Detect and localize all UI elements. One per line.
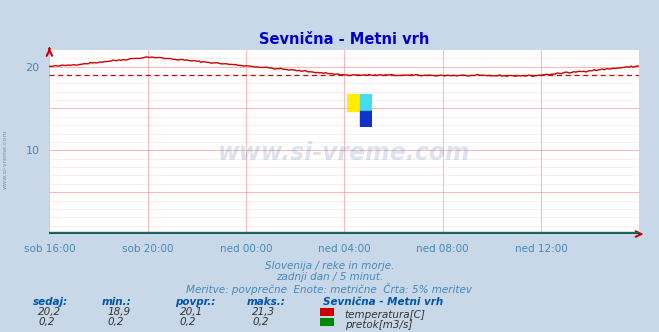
Text: Sevnična - Metni vrh: Sevnična - Metni vrh (323, 297, 443, 307)
Text: 20,2: 20,2 (38, 307, 61, 317)
Text: min.:: min.: (102, 297, 132, 307)
Text: maks.:: maks.: (247, 297, 286, 307)
Text: 18,9: 18,9 (107, 307, 130, 317)
Text: sedaj:: sedaj: (33, 297, 68, 307)
Text: zadnji dan / 5 minut.: zadnji dan / 5 minut. (276, 272, 383, 282)
Text: 20,1: 20,1 (180, 307, 203, 317)
Text: www.si-vreme.com: www.si-vreme.com (218, 141, 471, 165)
Text: pretok[m3/s]: pretok[m3/s] (345, 320, 412, 330)
Text: www.si-vreme.com: www.si-vreme.com (3, 129, 8, 189)
Text: 21,3: 21,3 (252, 307, 275, 317)
Text: povpr.:: povpr.: (175, 297, 215, 307)
Text: 0,2: 0,2 (252, 317, 269, 327)
Bar (347, 94, 360, 111)
Text: 0,2: 0,2 (107, 317, 124, 327)
Title: Sevnična - Metni vrh: Sevnična - Metni vrh (259, 32, 430, 47)
Bar (360, 94, 372, 111)
Text: temperatura[C]: temperatura[C] (345, 310, 426, 320)
Text: 0,2: 0,2 (38, 317, 55, 327)
Text: Slovenija / reke in morje.: Slovenija / reke in morje. (265, 261, 394, 271)
Text: 0,2: 0,2 (180, 317, 196, 327)
Text: Meritve: povprečne  Enote: metrične  Črta: 5% meritev: Meritve: povprečne Enote: metrične Črta:… (186, 283, 473, 295)
Bar (360, 111, 372, 127)
